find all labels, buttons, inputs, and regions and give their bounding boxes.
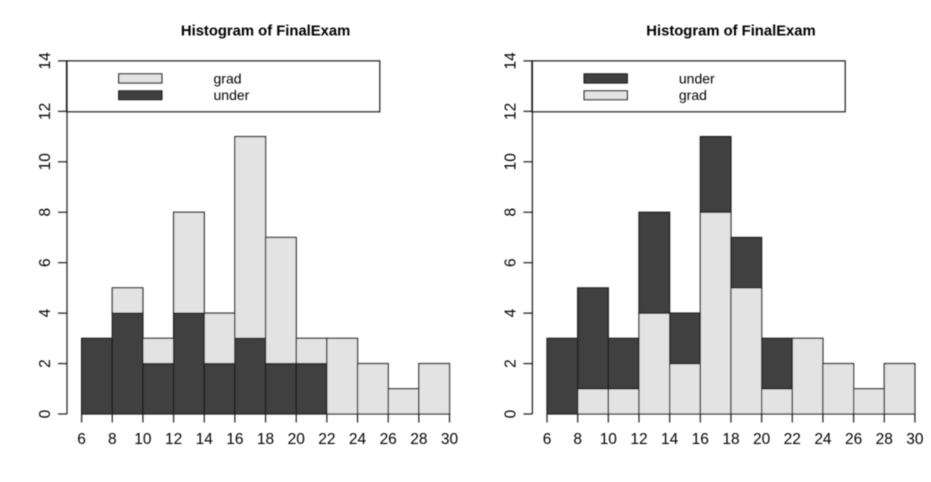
svg-text:2: 2: [502, 359, 519, 368]
svg-text:14: 14: [196, 431, 214, 448]
svg-text:22: 22: [318, 431, 335, 448]
svg-text:under: under: [214, 87, 250, 103]
svg-text:grad: grad: [214, 70, 242, 86]
svg-text:grad: grad: [679, 87, 707, 103]
svg-text:22: 22: [784, 431, 801, 448]
svg-text:2: 2: [37, 359, 54, 368]
svg-text:30: 30: [906, 431, 924, 448]
svg-text:26: 26: [380, 431, 397, 448]
svg-text:Histogram of FinalExam: Histogram of FinalExam: [646, 24, 815, 40]
svg-text:12: 12: [37, 103, 54, 120]
svg-text:28: 28: [410, 431, 427, 448]
svg-text:12: 12: [165, 431, 182, 448]
svg-text:24: 24: [349, 431, 367, 448]
svg-text:10: 10: [37, 153, 54, 171]
svg-text:16: 16: [226, 431, 243, 448]
svg-text:10: 10: [134, 431, 152, 448]
svg-text:16: 16: [692, 431, 709, 448]
svg-text:28: 28: [876, 431, 893, 448]
svg-text:6: 6: [77, 431, 86, 448]
svg-text:14: 14: [661, 431, 679, 448]
svg-text:10: 10: [600, 431, 618, 448]
svg-text:0: 0: [37, 409, 54, 418]
svg-text:12: 12: [502, 103, 519, 120]
svg-text:Histogram of FinalExam: Histogram of FinalExam: [181, 24, 350, 40]
svg-text:under: under: [679, 70, 715, 86]
svg-text:14: 14: [502, 52, 519, 70]
svg-text:30: 30: [441, 431, 459, 448]
svg-text:4: 4: [502, 308, 519, 317]
svg-text:24: 24: [814, 431, 832, 448]
svg-text:26: 26: [845, 431, 862, 448]
svg-text:18: 18: [722, 431, 739, 448]
svg-text:8: 8: [108, 431, 117, 448]
svg-text:14: 14: [37, 52, 54, 70]
svg-text:12: 12: [630, 431, 647, 448]
svg-text:18: 18: [257, 431, 274, 448]
svg-text:6: 6: [543, 431, 552, 448]
svg-text:20: 20: [753, 431, 771, 448]
svg-text:8: 8: [502, 208, 519, 217]
svg-text:0: 0: [502, 409, 519, 418]
svg-text:20: 20: [288, 431, 306, 448]
svg-text:10: 10: [502, 153, 519, 171]
svg-text:6: 6: [502, 258, 519, 267]
svg-text:8: 8: [573, 431, 582, 448]
svg-text:4: 4: [37, 308, 54, 317]
svg-text:6: 6: [37, 258, 54, 267]
svg-text:8: 8: [37, 208, 54, 217]
